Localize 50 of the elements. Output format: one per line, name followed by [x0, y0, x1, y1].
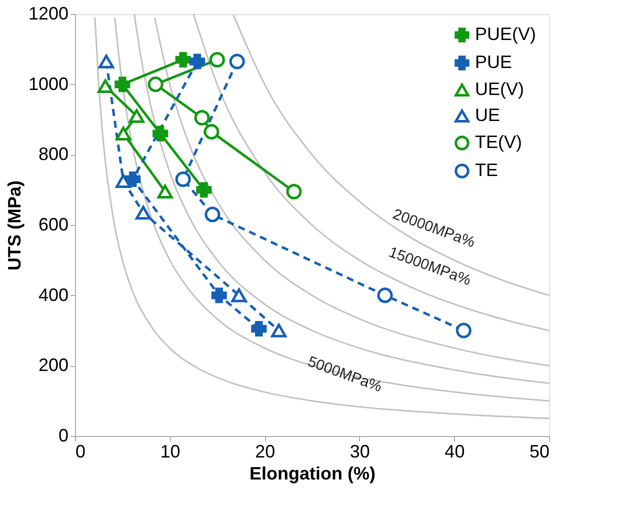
point	[196, 182, 212, 198]
y-axis-title: UTS (MPa)	[4, 180, 24, 270]
point	[271, 324, 287, 338]
legend-label: PUE	[475, 52, 512, 72]
legend-label: TE	[475, 160, 498, 180]
point	[125, 172, 141, 188]
x-tick-label: 20	[255, 442, 276, 462]
point	[157, 184, 173, 198]
point	[148, 76, 164, 92]
point	[456, 322, 472, 338]
point	[116, 174, 132, 188]
point	[128, 109, 144, 123]
y-tick-label: 800	[38, 144, 68, 164]
y-tick-label: 1200	[28, 4, 68, 24]
point	[377, 288, 393, 304]
point	[229, 54, 245, 70]
y-tick-label: 600	[38, 214, 68, 234]
point	[190, 54, 206, 70]
line-series	[192, 14, 549, 332]
x-tick-label: 30	[350, 442, 370, 462]
x-tick-label: 50	[529, 442, 550, 462]
point	[209, 52, 225, 68]
point	[211, 288, 227, 304]
legend-label: TE(V)	[475, 132, 522, 152]
y-tick-label: 200	[38, 355, 68, 376]
legend-label: PUE(V)	[475, 24, 536, 44]
legend-label: UE(V)	[475, 79, 524, 99]
point	[204, 206, 220, 222]
y-tick-label: 0	[58, 426, 68, 446]
point	[231, 288, 247, 302]
point	[135, 206, 152, 220]
point	[175, 52, 191, 68]
point	[98, 79, 114, 93]
line-series	[232, 14, 549, 296]
point	[114, 76, 130, 92]
x-tick-label: 10	[160, 442, 180, 462]
x-tick-label: 40	[444, 442, 465, 462]
legend-label: UE	[475, 105, 500, 125]
point	[286, 184, 302, 200]
y-tick-label: 1000	[28, 74, 68, 94]
x-tick-label: 0	[76, 442, 86, 462]
point	[204, 124, 220, 140]
point	[251, 320, 267, 337]
point	[98, 54, 114, 68]
point	[194, 110, 210, 126]
point	[152, 126, 168, 142]
y-tick-label: 400	[38, 284, 68, 305]
point	[116, 126, 132, 140]
x-axis-title: Elongation (%)	[250, 464, 376, 484]
point	[175, 172, 191, 188]
